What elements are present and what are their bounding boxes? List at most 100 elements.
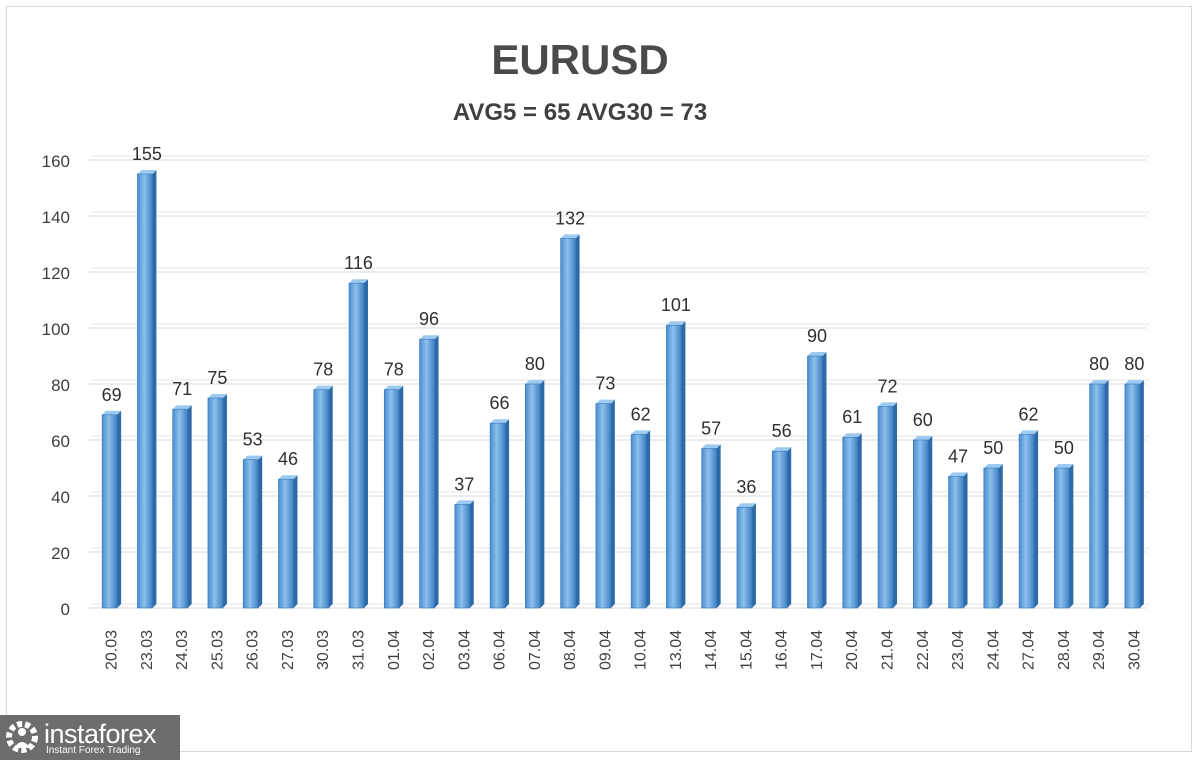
bar-side xyxy=(152,170,157,608)
data-label: 96 xyxy=(419,309,439,329)
bar-side xyxy=(469,500,474,608)
grid-lines xyxy=(88,155,1150,609)
bar-top xyxy=(349,279,368,284)
bar xyxy=(525,383,541,609)
bar-top xyxy=(666,321,686,326)
data-label: 66 xyxy=(490,393,510,413)
x-tick-label: 10.04 xyxy=(633,630,650,670)
data-label: 69 xyxy=(102,385,122,405)
bar-side xyxy=(399,385,404,608)
bar-side xyxy=(963,472,968,608)
bar-side xyxy=(787,447,792,608)
bar xyxy=(983,467,1000,609)
bar-top xyxy=(913,436,933,440)
bar xyxy=(419,338,435,609)
bar-side xyxy=(822,352,827,608)
bar-side xyxy=(646,430,651,608)
y-tick-label: 80 xyxy=(51,376,70,395)
data-label: 80 xyxy=(1124,354,1144,374)
data-label: 80 xyxy=(1089,354,1109,374)
bar-top xyxy=(772,447,792,452)
bar xyxy=(383,389,400,609)
x-tick-label: 24.04 xyxy=(985,630,1002,670)
bar xyxy=(807,355,823,609)
x-tick-label: 14.04 xyxy=(703,630,720,670)
logo-name: instaforex xyxy=(44,719,157,749)
data-label: 62 xyxy=(1019,404,1039,424)
x-tick-label: 28.04 xyxy=(1056,630,1073,670)
logo-tagline: Instant Forex Trading xyxy=(46,745,141,756)
data-label: 36 xyxy=(736,477,756,497)
data-label: 72 xyxy=(877,376,897,396)
y-tick-label: 20 xyxy=(51,544,70,563)
bar-side xyxy=(328,385,333,608)
bar xyxy=(877,406,894,609)
y-tick-label: 140 xyxy=(42,208,70,227)
bar-top xyxy=(313,385,333,390)
data-label: 71 xyxy=(172,379,192,399)
bar-top xyxy=(172,405,192,410)
bars xyxy=(101,170,1144,609)
bar-top xyxy=(278,475,298,480)
bar xyxy=(701,448,717,609)
bar xyxy=(1054,467,1070,609)
bar xyxy=(771,450,788,609)
bar-side xyxy=(293,475,298,608)
bar-top xyxy=(243,455,263,460)
bar-top xyxy=(490,419,510,424)
bar-top xyxy=(207,394,227,398)
data-label: 62 xyxy=(631,404,651,424)
bar xyxy=(137,173,153,609)
bar xyxy=(313,389,330,609)
bar-top xyxy=(983,464,1003,468)
data-label: 116 xyxy=(344,253,373,273)
x-tick-label: 17.04 xyxy=(809,630,826,670)
bar xyxy=(1124,383,1141,609)
bar-top xyxy=(736,503,756,508)
bar xyxy=(348,282,365,609)
bar-side xyxy=(1034,430,1039,608)
y-tick-label: 160 xyxy=(42,152,70,171)
bar xyxy=(172,408,188,609)
bar-side xyxy=(893,402,897,608)
bar-side xyxy=(610,399,615,608)
instaforex-logo: instaforex Instant Forex Trading xyxy=(0,715,180,760)
bar xyxy=(1089,383,1105,609)
x-tick-label: 20.03 xyxy=(104,630,121,670)
bar-top xyxy=(878,402,897,407)
x-tick-label: 29.04 xyxy=(1091,630,1108,670)
bar xyxy=(595,403,612,609)
data-label: 90 xyxy=(807,326,827,346)
bar xyxy=(278,478,294,609)
x-tick-label: 13.04 xyxy=(668,630,685,670)
x-tick-label: 01.04 xyxy=(386,630,403,670)
bar xyxy=(242,459,259,609)
data-label: 60 xyxy=(913,410,933,430)
x-tick-label: 30.04 xyxy=(1126,630,1143,670)
y-tick-label: 100 xyxy=(42,320,70,339)
data-labels: 69 155 71 75 53 46 78 116 78 96 37 66 80 132 73 62 101 57… xyxy=(102,144,1145,497)
bar-side xyxy=(364,279,368,608)
bar-top xyxy=(137,170,157,174)
data-label: 61 xyxy=(842,407,862,427)
data-label: 47 xyxy=(948,446,968,466)
data-label: 56 xyxy=(772,421,792,441)
x-tick-label: 09.04 xyxy=(597,630,614,670)
bar-top xyxy=(842,433,862,438)
bar xyxy=(842,436,859,609)
x-tick-label: 23.04 xyxy=(950,630,967,670)
bar-side xyxy=(716,444,721,608)
y-tick-label: 40 xyxy=(51,488,70,507)
data-label: 50 xyxy=(1054,438,1074,458)
x-tick-label: 23.03 xyxy=(139,630,156,670)
x-tick-label: 06.04 xyxy=(492,630,509,670)
bar-side xyxy=(928,436,933,608)
bar xyxy=(666,324,682,609)
data-label: 37 xyxy=(454,474,474,494)
bar-top xyxy=(419,335,439,340)
x-tick-label: 07.04 xyxy=(527,630,544,670)
bar-side xyxy=(222,394,227,608)
bar-top xyxy=(1124,380,1144,384)
data-label: 46 xyxy=(278,449,298,469)
bar-side xyxy=(187,405,192,608)
